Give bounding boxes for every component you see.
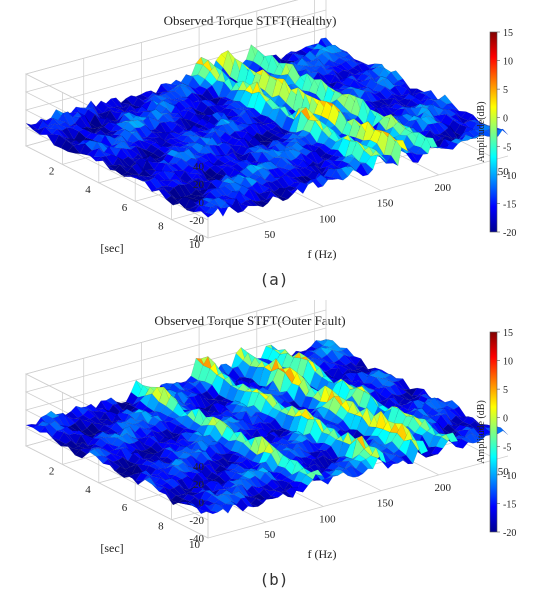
y-tick-label: 2 xyxy=(49,165,55,177)
x-tick-label: 150 xyxy=(377,498,394,510)
colorbar-tick-label: -20 xyxy=(503,228,516,239)
z-tick-label: -40 xyxy=(189,533,204,545)
surface-patch xyxy=(495,426,509,435)
colorbar-tick-label: 5 xyxy=(503,85,508,96)
x-axis-label: f (Hz) xyxy=(308,547,337,561)
x-tick-label: 200 xyxy=(435,182,452,194)
z-tick-label: -20 xyxy=(189,215,204,227)
colorbar-tick-label: 15 xyxy=(503,28,513,39)
colorbar-label: Amplitude (dB) xyxy=(476,400,487,464)
panel-a-surface-plot: Observed Torque STFT(Healthy)40200-20-40… xyxy=(24,0,516,261)
x-tick-label: 100 xyxy=(319,513,336,525)
surface-patch xyxy=(495,128,509,135)
colorbar-tick-label: -5 xyxy=(503,442,511,453)
x-tick-label: 50 xyxy=(264,529,276,541)
z-tick-label: 0 xyxy=(199,197,205,209)
y-tick-label: 2 xyxy=(49,465,55,477)
colorbar-gradient xyxy=(489,31,498,233)
z-tick-label: 40 xyxy=(193,161,205,173)
x-tick-label: 100 xyxy=(319,213,336,225)
z-tick-label: 0 xyxy=(199,497,205,509)
colorbar: 15 10 5 0 -5 -10 -15 -20 Amplitude(dB) xyxy=(476,28,516,239)
y-tick-label: 4 xyxy=(85,184,91,196)
z-tick-label: 40 xyxy=(193,461,205,473)
colorbar-tick-label: 0 xyxy=(503,414,508,425)
colorbar-tick-label: 5 xyxy=(503,385,508,396)
colorbar-tick-label: -20 xyxy=(503,528,516,539)
panel-b-surface-plot: Observed Torque STFT(Outer Fault)40200-2… xyxy=(24,300,516,561)
colorbar-tick-label: 0 xyxy=(503,114,508,125)
colorbar-tick-label: 15 xyxy=(503,328,513,339)
y-tick-label: 8 xyxy=(158,521,164,533)
panel-a-caption: (a) xyxy=(259,270,289,289)
colorbar-tick-label: -5 xyxy=(503,142,511,153)
colorbar-tick-label: 10 xyxy=(503,357,513,368)
colorbar: 15 10 5 0 -5 -10 -15 -20 Amplitude (dB) xyxy=(476,328,516,539)
z-tick-label: -40 xyxy=(189,233,204,245)
z-tick-label: -20 xyxy=(189,515,204,527)
colorbar-tick-label: -15 xyxy=(503,199,516,210)
stft-surface xyxy=(25,37,509,218)
colorbar-tick-label: -10 xyxy=(503,171,516,182)
y-axis-label: [sec] xyxy=(100,241,123,255)
y-tick-label: 6 xyxy=(122,502,128,514)
colorbar-label: Amplitude(dB) xyxy=(476,101,487,162)
colorbar-tick-label: 10 xyxy=(503,57,513,68)
panel-b-caption: (b) xyxy=(259,570,289,589)
colorbar-tick-label: -15 xyxy=(503,499,516,510)
y-tick-label: 10 xyxy=(189,239,201,251)
y-tick-label: 8 xyxy=(158,221,164,233)
y-tick-label: 4 xyxy=(85,484,91,496)
z-tick-label: 20 xyxy=(193,479,205,491)
x-tick-label: 200 xyxy=(435,482,452,494)
y-tick-label: 10 xyxy=(189,539,201,551)
chart-title: Observed Torque STFT(Healthy) xyxy=(164,13,337,28)
colorbar-gradient xyxy=(489,331,498,533)
colorbar-tick-label: -10 xyxy=(503,471,516,482)
stft-surface xyxy=(25,339,509,515)
y-tick-label: 6 xyxy=(122,202,128,214)
x-tick-label: 150 xyxy=(377,198,394,210)
chart-title: Observed Torque STFT(Outer Fault) xyxy=(154,313,345,328)
x-axis-label: f (Hz) xyxy=(308,247,337,261)
z-tick-label: 20 xyxy=(193,179,205,191)
x-tick-label: 50 xyxy=(264,229,276,241)
y-axis-label: [sec] xyxy=(100,541,123,555)
